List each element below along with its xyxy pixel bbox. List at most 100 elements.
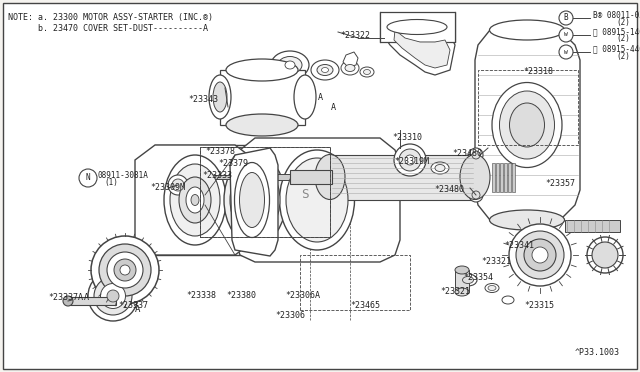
Bar xyxy=(175,175,233,179)
Ellipse shape xyxy=(107,290,119,302)
Bar xyxy=(220,70,305,125)
Polygon shape xyxy=(492,163,495,192)
Ellipse shape xyxy=(107,252,143,288)
Ellipse shape xyxy=(472,151,480,159)
Ellipse shape xyxy=(472,191,480,199)
Text: S: S xyxy=(301,189,308,202)
Circle shape xyxy=(79,169,97,187)
Ellipse shape xyxy=(213,82,227,112)
Text: *23343: *23343 xyxy=(188,96,218,105)
Ellipse shape xyxy=(271,51,309,79)
Ellipse shape xyxy=(499,91,554,159)
Ellipse shape xyxy=(364,70,371,74)
Text: *23321: *23321 xyxy=(440,288,470,296)
Ellipse shape xyxy=(209,75,231,119)
Ellipse shape xyxy=(234,163,269,237)
Ellipse shape xyxy=(509,224,571,286)
Circle shape xyxy=(63,296,73,306)
Polygon shape xyxy=(135,145,255,255)
Ellipse shape xyxy=(502,296,514,304)
Ellipse shape xyxy=(399,149,421,171)
Ellipse shape xyxy=(321,67,328,73)
Circle shape xyxy=(559,45,573,59)
Polygon shape xyxy=(475,30,580,220)
Ellipse shape xyxy=(294,75,316,119)
Polygon shape xyxy=(504,163,507,192)
Text: *23306: *23306 xyxy=(275,311,305,320)
Text: *23322: *23322 xyxy=(340,31,370,39)
Ellipse shape xyxy=(186,187,204,213)
Text: A: A xyxy=(83,292,88,301)
Text: 08911-3081A: 08911-3081A xyxy=(98,170,149,180)
Ellipse shape xyxy=(532,247,548,263)
Text: *23338: *23338 xyxy=(186,291,216,299)
Ellipse shape xyxy=(459,274,477,286)
Ellipse shape xyxy=(360,67,374,77)
Ellipse shape xyxy=(120,265,130,275)
Ellipse shape xyxy=(239,173,264,228)
Ellipse shape xyxy=(341,61,359,75)
Polygon shape xyxy=(512,163,515,192)
Ellipse shape xyxy=(88,271,138,321)
Ellipse shape xyxy=(587,237,623,273)
Text: A: A xyxy=(135,305,141,314)
Ellipse shape xyxy=(455,266,469,274)
Ellipse shape xyxy=(387,19,447,35)
Ellipse shape xyxy=(99,244,151,296)
Ellipse shape xyxy=(405,155,415,165)
Ellipse shape xyxy=(345,64,355,71)
Polygon shape xyxy=(508,163,511,192)
Polygon shape xyxy=(155,145,255,255)
Ellipse shape xyxy=(492,83,562,167)
Bar xyxy=(230,174,295,180)
Ellipse shape xyxy=(460,154,490,199)
Ellipse shape xyxy=(394,144,426,176)
Text: *23306A: *23306A xyxy=(285,291,320,299)
Polygon shape xyxy=(235,138,400,262)
Ellipse shape xyxy=(490,210,564,230)
Text: *23333: *23333 xyxy=(202,170,232,180)
Ellipse shape xyxy=(230,164,280,236)
Bar xyxy=(455,270,469,292)
Ellipse shape xyxy=(286,158,348,242)
Text: ^P33.1003: ^P33.1003 xyxy=(575,348,620,357)
Bar xyxy=(565,220,620,232)
Ellipse shape xyxy=(317,64,333,76)
Text: NOTE: a. 23300 MOTOR ASSY-STARTER (INC.®): NOTE: a. 23300 MOTOR ASSY-STARTER (INC.®… xyxy=(8,13,213,22)
Text: (2): (2) xyxy=(616,51,630,61)
Text: B: B xyxy=(564,13,568,22)
Text: *23341: *23341 xyxy=(504,241,534,250)
Text: *23310: *23310 xyxy=(392,134,422,142)
Ellipse shape xyxy=(114,259,136,281)
Circle shape xyxy=(559,28,573,42)
Text: *23309M: *23309M xyxy=(150,183,185,192)
Polygon shape xyxy=(343,52,358,67)
Text: Ⓥ 08915-14010: Ⓥ 08915-14010 xyxy=(593,28,640,36)
Ellipse shape xyxy=(224,155,286,245)
Ellipse shape xyxy=(592,242,618,268)
Circle shape xyxy=(168,175,188,195)
Ellipse shape xyxy=(490,20,564,40)
Ellipse shape xyxy=(226,114,298,136)
Text: *23337: *23337 xyxy=(118,301,148,310)
Text: Ⓥ 08915-4401A: Ⓥ 08915-4401A xyxy=(593,45,640,54)
Text: *23380: *23380 xyxy=(226,291,256,299)
Bar xyxy=(478,70,578,145)
Polygon shape xyxy=(330,155,475,200)
Text: W: W xyxy=(564,49,568,55)
Polygon shape xyxy=(394,30,450,68)
Text: *23337A: *23337A xyxy=(48,292,83,301)
Text: *23357: *23357 xyxy=(545,179,575,187)
Polygon shape xyxy=(500,163,503,192)
Text: *23319M: *23319M xyxy=(394,157,429,167)
Text: N: N xyxy=(86,173,90,183)
Text: b. 23470 COVER SET-DUST----------A: b. 23470 COVER SET-DUST----------A xyxy=(8,24,208,33)
Ellipse shape xyxy=(91,236,159,304)
Text: *23318: *23318 xyxy=(523,67,553,77)
Bar xyxy=(70,297,116,305)
Bar xyxy=(200,147,330,237)
Circle shape xyxy=(172,179,184,191)
Ellipse shape xyxy=(485,283,499,292)
Text: (1): (1) xyxy=(104,179,118,187)
Text: *23480: *23480 xyxy=(452,148,482,157)
